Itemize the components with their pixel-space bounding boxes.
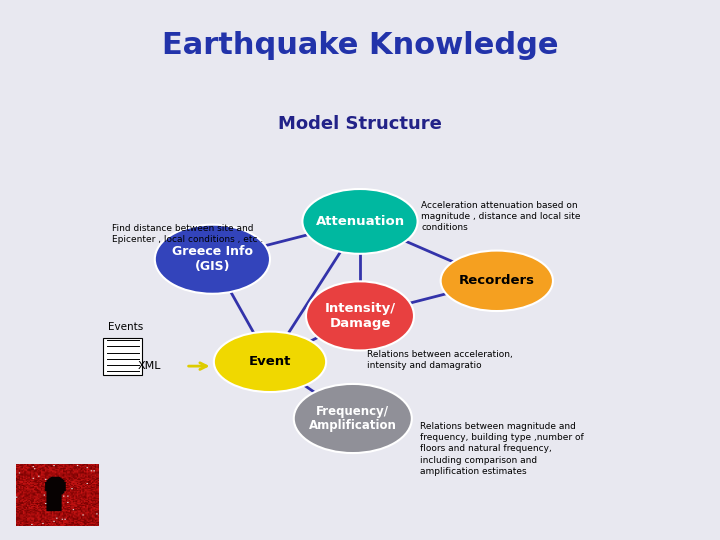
Ellipse shape bbox=[214, 332, 326, 392]
Ellipse shape bbox=[294, 384, 412, 453]
Text: Find distance between site and
Epicenter , local conditions , etc .: Find distance between site and Epicenter… bbox=[112, 224, 263, 244]
Text: Model Structure: Model Structure bbox=[278, 115, 442, 133]
Text: Attenuation: Attenuation bbox=[315, 215, 405, 228]
FancyBboxPatch shape bbox=[103, 338, 143, 375]
Text: Events: Events bbox=[109, 322, 143, 332]
Text: Intensity/
Damage: Intensity/ Damage bbox=[325, 302, 395, 330]
Text: Relations between acceleration,
intensity and damagratio: Relations between acceleration, intensit… bbox=[367, 350, 513, 370]
Text: Relations between magnitude and
frequency, building type ,number of
floors and n: Relations between magnitude and frequenc… bbox=[420, 422, 583, 476]
Ellipse shape bbox=[155, 225, 270, 294]
Text: Event: Event bbox=[249, 355, 291, 368]
Text: XML: XML bbox=[138, 361, 161, 371]
Text: Recorders: Recorders bbox=[459, 274, 535, 287]
Ellipse shape bbox=[441, 251, 553, 311]
Text: Frequency/
Amplification: Frequency/ Amplification bbox=[309, 404, 397, 433]
Text: Earthquake Knowledge: Earthquake Knowledge bbox=[162, 31, 558, 60]
Text: Greece Info
(GIS): Greece Info (GIS) bbox=[172, 245, 253, 273]
Text: Acceleration attenuation based on
magnitude , distance and local site
conditions: Acceleration attenuation based on magnit… bbox=[421, 201, 581, 232]
Ellipse shape bbox=[306, 281, 414, 350]
Ellipse shape bbox=[302, 189, 418, 254]
